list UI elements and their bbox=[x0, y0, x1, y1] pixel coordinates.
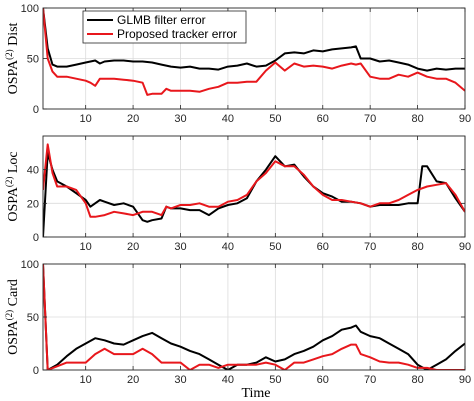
series-line-glmb bbox=[43, 264, 465, 370]
series-line-glmb bbox=[43, 151, 465, 237]
x-tick-label: 40 bbox=[222, 374, 234, 386]
series-line-glmb bbox=[43, 8, 465, 72]
x-tick-label: 50 bbox=[269, 374, 281, 386]
x-tick-label: 30 bbox=[174, 113, 186, 125]
y-tick-label: 20 bbox=[27, 198, 39, 210]
y-label-sup: (2) bbox=[4, 177, 14, 188]
subplot-2: 10 20 30 40 50 60 70 80 90 0 20 40 OSPA(2) Loc bbox=[4, 135, 471, 253]
x-tick-label: 20 bbox=[127, 374, 139, 386]
y-tick-label: 50 bbox=[27, 312, 39, 324]
series-line-proposed bbox=[43, 264, 465, 370]
x-tick-label: 70 bbox=[364, 374, 376, 386]
x-tick-label: 10 bbox=[80, 374, 92, 386]
legend-label: Proposed tracker error bbox=[117, 27, 237, 41]
x-tick-label: 40 bbox=[222, 113, 234, 125]
y-tick-label: 100 bbox=[21, 3, 39, 15]
y-label-rest: Dist bbox=[6, 22, 21, 49]
y-tick-label: 0 bbox=[33, 232, 39, 244]
axes-box bbox=[42, 135, 466, 238]
x-tick-label: 40 bbox=[222, 241, 234, 253]
x-tick-label: 70 bbox=[364, 241, 376, 253]
x-tick-label: 20 bbox=[127, 241, 139, 253]
x-tick-label: 90 bbox=[459, 241, 471, 253]
y-label-sup: (2) bbox=[4, 310, 14, 321]
x-tick-label: 80 bbox=[411, 241, 423, 253]
x-tick-label: 80 bbox=[411, 113, 423, 125]
x-tick-label: 70 bbox=[364, 113, 376, 125]
y-label-rest: Card bbox=[6, 279, 21, 310]
x-tick-label: 80 bbox=[411, 374, 423, 386]
y-label-main: OSPA bbox=[6, 186, 21, 221]
legend-box bbox=[82, 10, 247, 44]
series-line-proposed bbox=[43, 143, 465, 218]
x-tick-label: 10 bbox=[80, 241, 92, 253]
x-tick-label: 60 bbox=[317, 113, 329, 125]
x-tick-label: 20 bbox=[127, 113, 139, 125]
x-axis-label: Time bbox=[241, 386, 270, 401]
y-label-rest: Loc bbox=[6, 151, 21, 176]
y-tick-label: 100 bbox=[21, 259, 39, 271]
x-tick-label: 90 bbox=[459, 374, 471, 386]
x-tick-label: 10 bbox=[80, 113, 92, 125]
x-tick-label: 60 bbox=[317, 241, 329, 253]
x-tick-label: 90 bbox=[459, 113, 471, 125]
legend-label: GLMB filter error bbox=[117, 13, 206, 27]
y-label-main: OSPA bbox=[6, 319, 21, 354]
series-line-proposed bbox=[43, 8, 465, 96]
y-axis-label: OSPA(2) Loc bbox=[4, 151, 21, 221]
y-axis-label: OSPA(2) Dist bbox=[4, 22, 21, 94]
y-axis-label: OSPA(2) Card bbox=[4, 279, 21, 355]
y-tick-label: 0 bbox=[33, 104, 39, 116]
y-tick-label: 40 bbox=[27, 165, 39, 177]
y-label-sup: (2) bbox=[4, 49, 14, 60]
y-tick-label: 50 bbox=[27, 54, 39, 66]
x-tick-label: 50 bbox=[269, 113, 281, 125]
x-tick-label: 30 bbox=[174, 241, 186, 253]
x-tick-label: 30 bbox=[174, 374, 186, 386]
x-tick-label: 50 bbox=[269, 241, 281, 253]
y-label-main: OSPA bbox=[6, 59, 21, 94]
x-tick-label: 60 bbox=[317, 374, 329, 386]
y-tick-label: 0 bbox=[33, 365, 39, 377]
